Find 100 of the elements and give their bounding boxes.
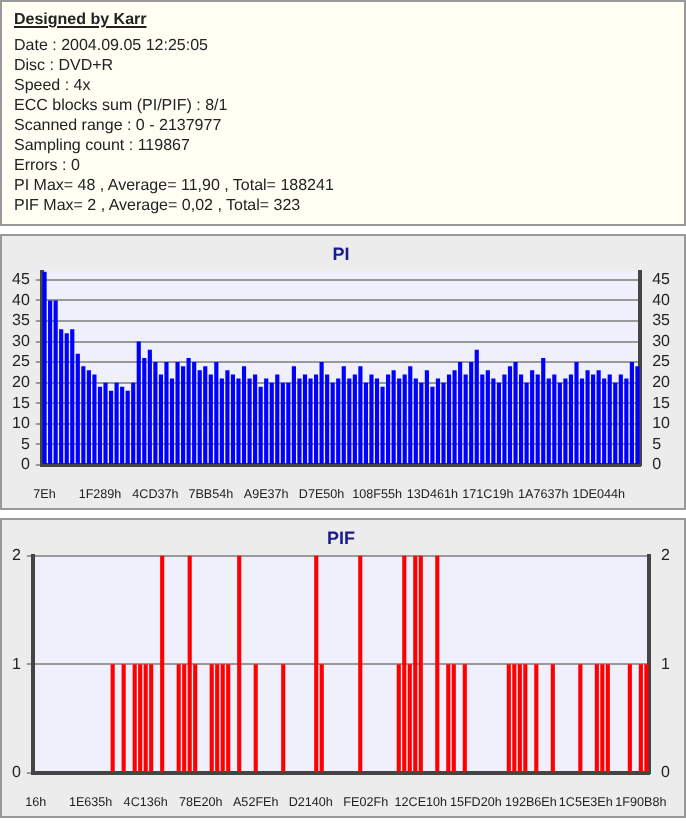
bar (186, 357, 191, 464)
y2-tick-label: 10 (652, 414, 672, 433)
bar (214, 362, 219, 464)
bar (585, 370, 590, 464)
bar (530, 370, 535, 464)
bar (635, 366, 640, 464)
y2-tick-label: 1 (661, 654, 672, 673)
text: Errors : 0 (14, 156, 82, 176)
bar (164, 362, 169, 464)
bar (230, 374, 236, 464)
bar (557, 382, 562, 464)
y-tick-label: 15 (11, 393, 31, 412)
y2-tick-label: 15 (652, 393, 672, 412)
bar (352, 374, 357, 464)
text: Scanned range : 0 - 2137977 (14, 116, 224, 136)
bar (92, 374, 97, 464)
bar (552, 374, 557, 464)
bar (424, 370, 429, 464)
y-tick-label: 40 (11, 290, 31, 309)
bar (408, 366, 413, 464)
bar (308, 378, 313, 464)
y-tick-label: 35 (11, 311, 31, 330)
bar (136, 341, 141, 464)
bar (474, 349, 479, 464)
bar (402, 374, 407, 464)
bar (181, 366, 186, 464)
bar (607, 374, 612, 464)
bar (197, 370, 202, 464)
bar (147, 349, 152, 464)
bar (452, 370, 457, 464)
bar (120, 386, 125, 464)
bar (496, 382, 501, 464)
bar (507, 366, 513, 464)
bar (513, 362, 518, 464)
bar (435, 378, 441, 464)
text: ECC blocks sum (PI/PIF) : 8/1 (14, 96, 230, 116)
text: PI Max= 48 , Average= 11,90 , Total= 188241 (14, 176, 336, 196)
bar (275, 374, 280, 464)
bar (446, 374, 452, 464)
bar (369, 374, 374, 464)
bar (302, 374, 308, 464)
bar (574, 362, 579, 464)
y2-tick-label: 40 (652, 290, 672, 309)
text: Date : 2004.09.05 12:25:05 (14, 36, 210, 56)
bar (264, 378, 269, 464)
bar (291, 366, 296, 464)
bar (114, 382, 119, 464)
bar (374, 378, 380, 464)
y2-tick-label: 30 (652, 331, 672, 350)
bar (253, 374, 258, 464)
bar (108, 390, 114, 464)
y2-tick-label: 2 (661, 546, 672, 565)
text: Sampling count : 119867 (14, 136, 192, 156)
bar (541, 357, 546, 464)
bar (269, 382, 274, 464)
bar (103, 382, 108, 464)
y2-tick-label: 0 (652, 455, 663, 474)
y2-tick-label: 35 (652, 311, 672, 330)
bar (280, 382, 285, 464)
bar (563, 378, 568, 464)
y2-tick-label: 45 (652, 270, 672, 289)
bar (341, 366, 346, 464)
y-tick-label: 0 (11, 763, 22, 782)
bar (330, 382, 335, 464)
y2-tick-label: 5 (652, 434, 663, 453)
bar (397, 378, 402, 464)
y-tick-label: 1 (11, 654, 22, 673)
bar (441, 382, 446, 464)
bar (613, 382, 618, 464)
text: PIF Max= 2 , Average= 0,02 , Total= 323 (14, 196, 303, 216)
y-tick-label: 10 (11, 414, 31, 433)
bar (175, 362, 180, 464)
bar (391, 370, 396, 464)
bar (53, 300, 58, 464)
y-tick-label: 2 (11, 546, 22, 565)
y2-tick-label: 0 (661, 763, 672, 782)
y2-tick-label: 20 (652, 373, 672, 392)
bar (241, 366, 247, 464)
bar (596, 370, 601, 464)
bar (203, 366, 208, 464)
bar (629, 362, 634, 464)
y2-tick-label: 25 (652, 352, 672, 371)
text: Disc : DVD+R (14, 56, 116, 76)
bar (485, 370, 490, 464)
bar (125, 390, 130, 464)
text: Speed : 4x (14, 76, 93, 96)
bar (70, 329, 75, 464)
bar (502, 374, 507, 464)
bar (602, 378, 607, 464)
chart-title: PI (332, 243, 350, 264)
bar (491, 378, 496, 464)
bar (591, 374, 596, 464)
y-tick-label: 0 (20, 455, 31, 474)
y-tick-label: 30 (11, 331, 31, 350)
bar (64, 333, 69, 464)
y-tick-label: 20 (11, 373, 31, 392)
y-tick-label: 5 (20, 434, 31, 453)
bar (319, 362, 324, 464)
bar (225, 370, 230, 464)
bar (386, 374, 391, 464)
